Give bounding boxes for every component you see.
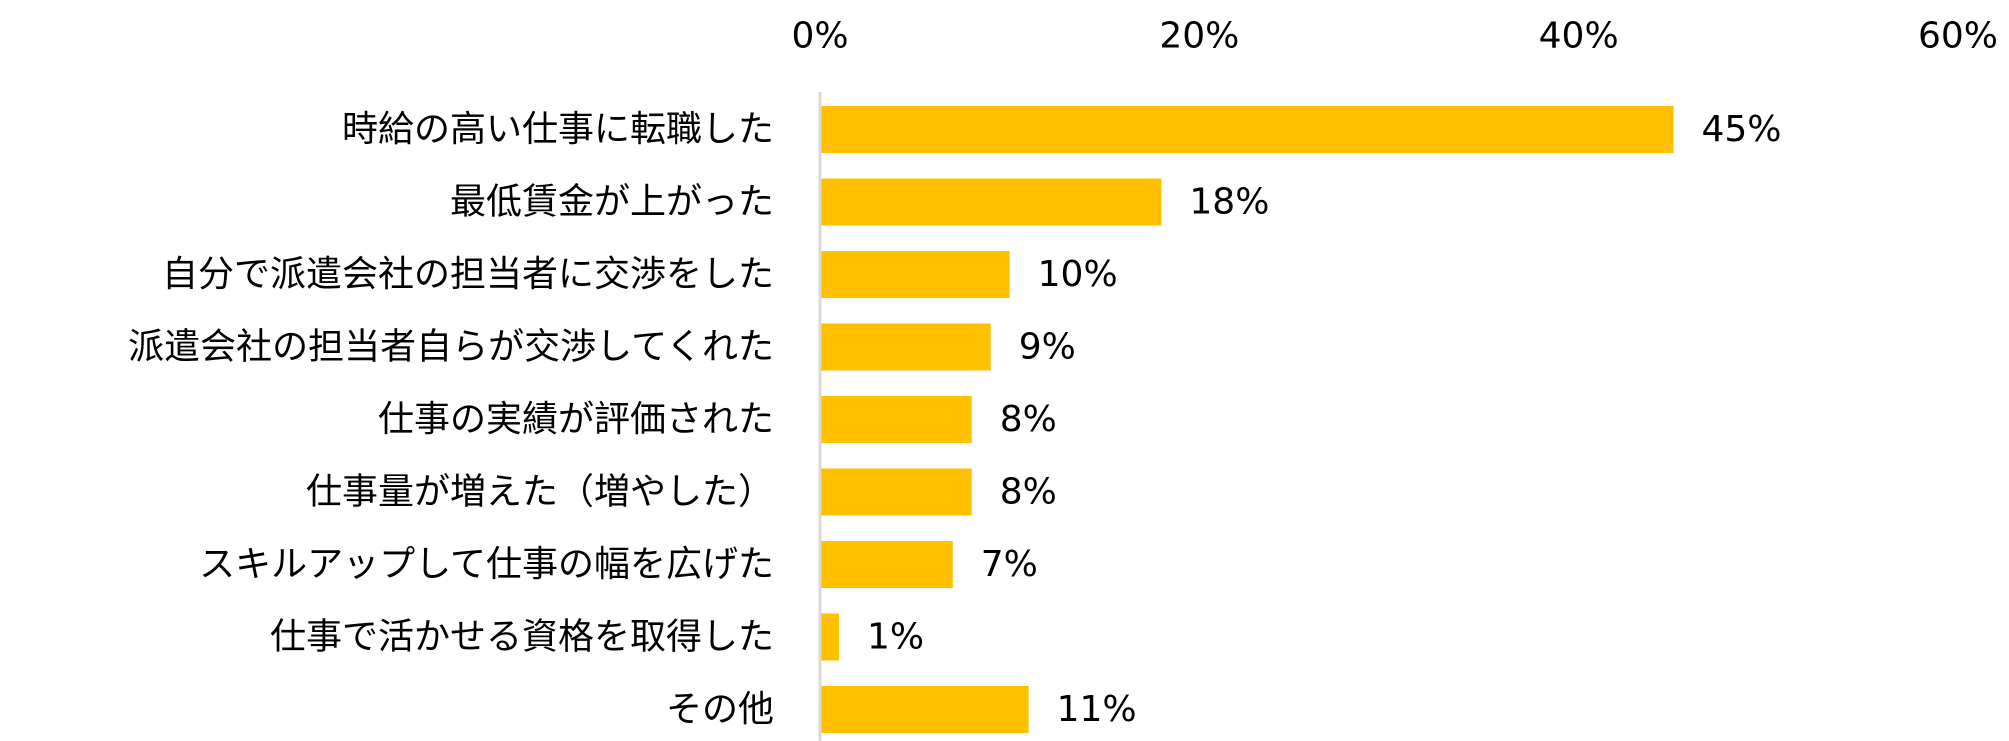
- bar: [821, 323, 991, 371]
- category-label: 派遣会社の担当者自らが交渉してくれた: [128, 327, 774, 368]
- bar: [821, 178, 1162, 226]
- bar: [821, 541, 953, 588]
- bar: [821, 613, 839, 661]
- x-axis-ticks: 0% 20% 40% 60%: [791, 16, 1998, 57]
- data-label: 1%: [867, 617, 924, 658]
- x-tick-label: 60%: [1918, 16, 1998, 57]
- data-label: 11%: [1057, 689, 1137, 730]
- category-label: スキルアップして仕事の幅を広げた: [199, 544, 774, 585]
- data-label: 18%: [1189, 182, 1269, 223]
- x-tick-label: 0%: [791, 16, 848, 57]
- bar: [821, 468, 972, 516]
- data-label: 7%: [981, 544, 1038, 585]
- x-tick-label: 20%: [1159, 16, 1239, 57]
- data-label: 9%: [1019, 327, 1076, 368]
- bar: [821, 251, 1010, 298]
- bar: [821, 396, 972, 443]
- data-labels: 45% 18% 10% 9% 8% 8% 7% 1% 11%: [867, 109, 1782, 730]
- bar: [821, 106, 1674, 153]
- category-labels: 時給の高い仕事に転職した最低賃金が上がった自分で派遣会社の担当者に交渉をした派遣…: [128, 109, 774, 730]
- category-label: 時給の高い仕事に転職した: [342, 109, 774, 150]
- category-label: 最低賃金が上がった: [450, 182, 774, 223]
- bars: [821, 106, 1674, 733]
- data-label: 45%: [1702, 109, 1782, 150]
- x-tick-label: 40%: [1539, 16, 1619, 57]
- category-label: 仕事の実績が評価された: [378, 399, 774, 440]
- data-label: 8%: [1000, 399, 1057, 440]
- category-label: 仕事量が増えた（増やした）: [306, 472, 774, 513]
- category-label: その他: [666, 689, 774, 730]
- data-label: 8%: [1000, 472, 1057, 513]
- category-label: 仕事で活かせる資格を取得した: [270, 617, 774, 658]
- data-label: 10%: [1038, 254, 1118, 295]
- bar: [821, 686, 1029, 733]
- category-label: 自分で派遣会社の担当者に交渉をした: [162, 254, 774, 295]
